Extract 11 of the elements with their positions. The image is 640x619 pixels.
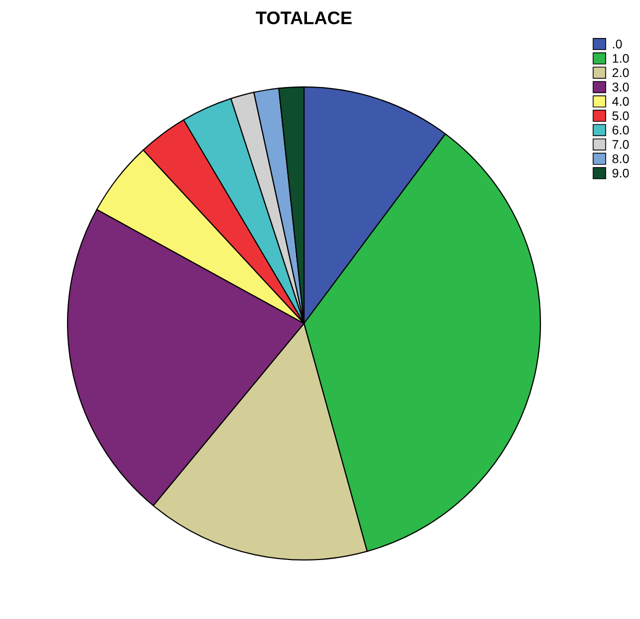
legend-label: 2.0 — [612, 68, 629, 78]
legend-label: 1.0 — [612, 54, 629, 63]
legend-label: 7.0 — [612, 140, 629, 149]
legend-label: 3.0 — [612, 82, 629, 92]
legend-label: 8.0 — [612, 154, 629, 164]
legend-label: 6.0 — [612, 126, 629, 135]
legend-label: 4.0 — [612, 96, 629, 106]
chart-title: TOTALACE — [256, 12, 352, 24]
legend-label: 9.0 — [612, 168, 629, 178]
legend-label: .0 — [613, 40, 622, 48]
legend-label: 5.0 — [612, 111, 629, 120]
